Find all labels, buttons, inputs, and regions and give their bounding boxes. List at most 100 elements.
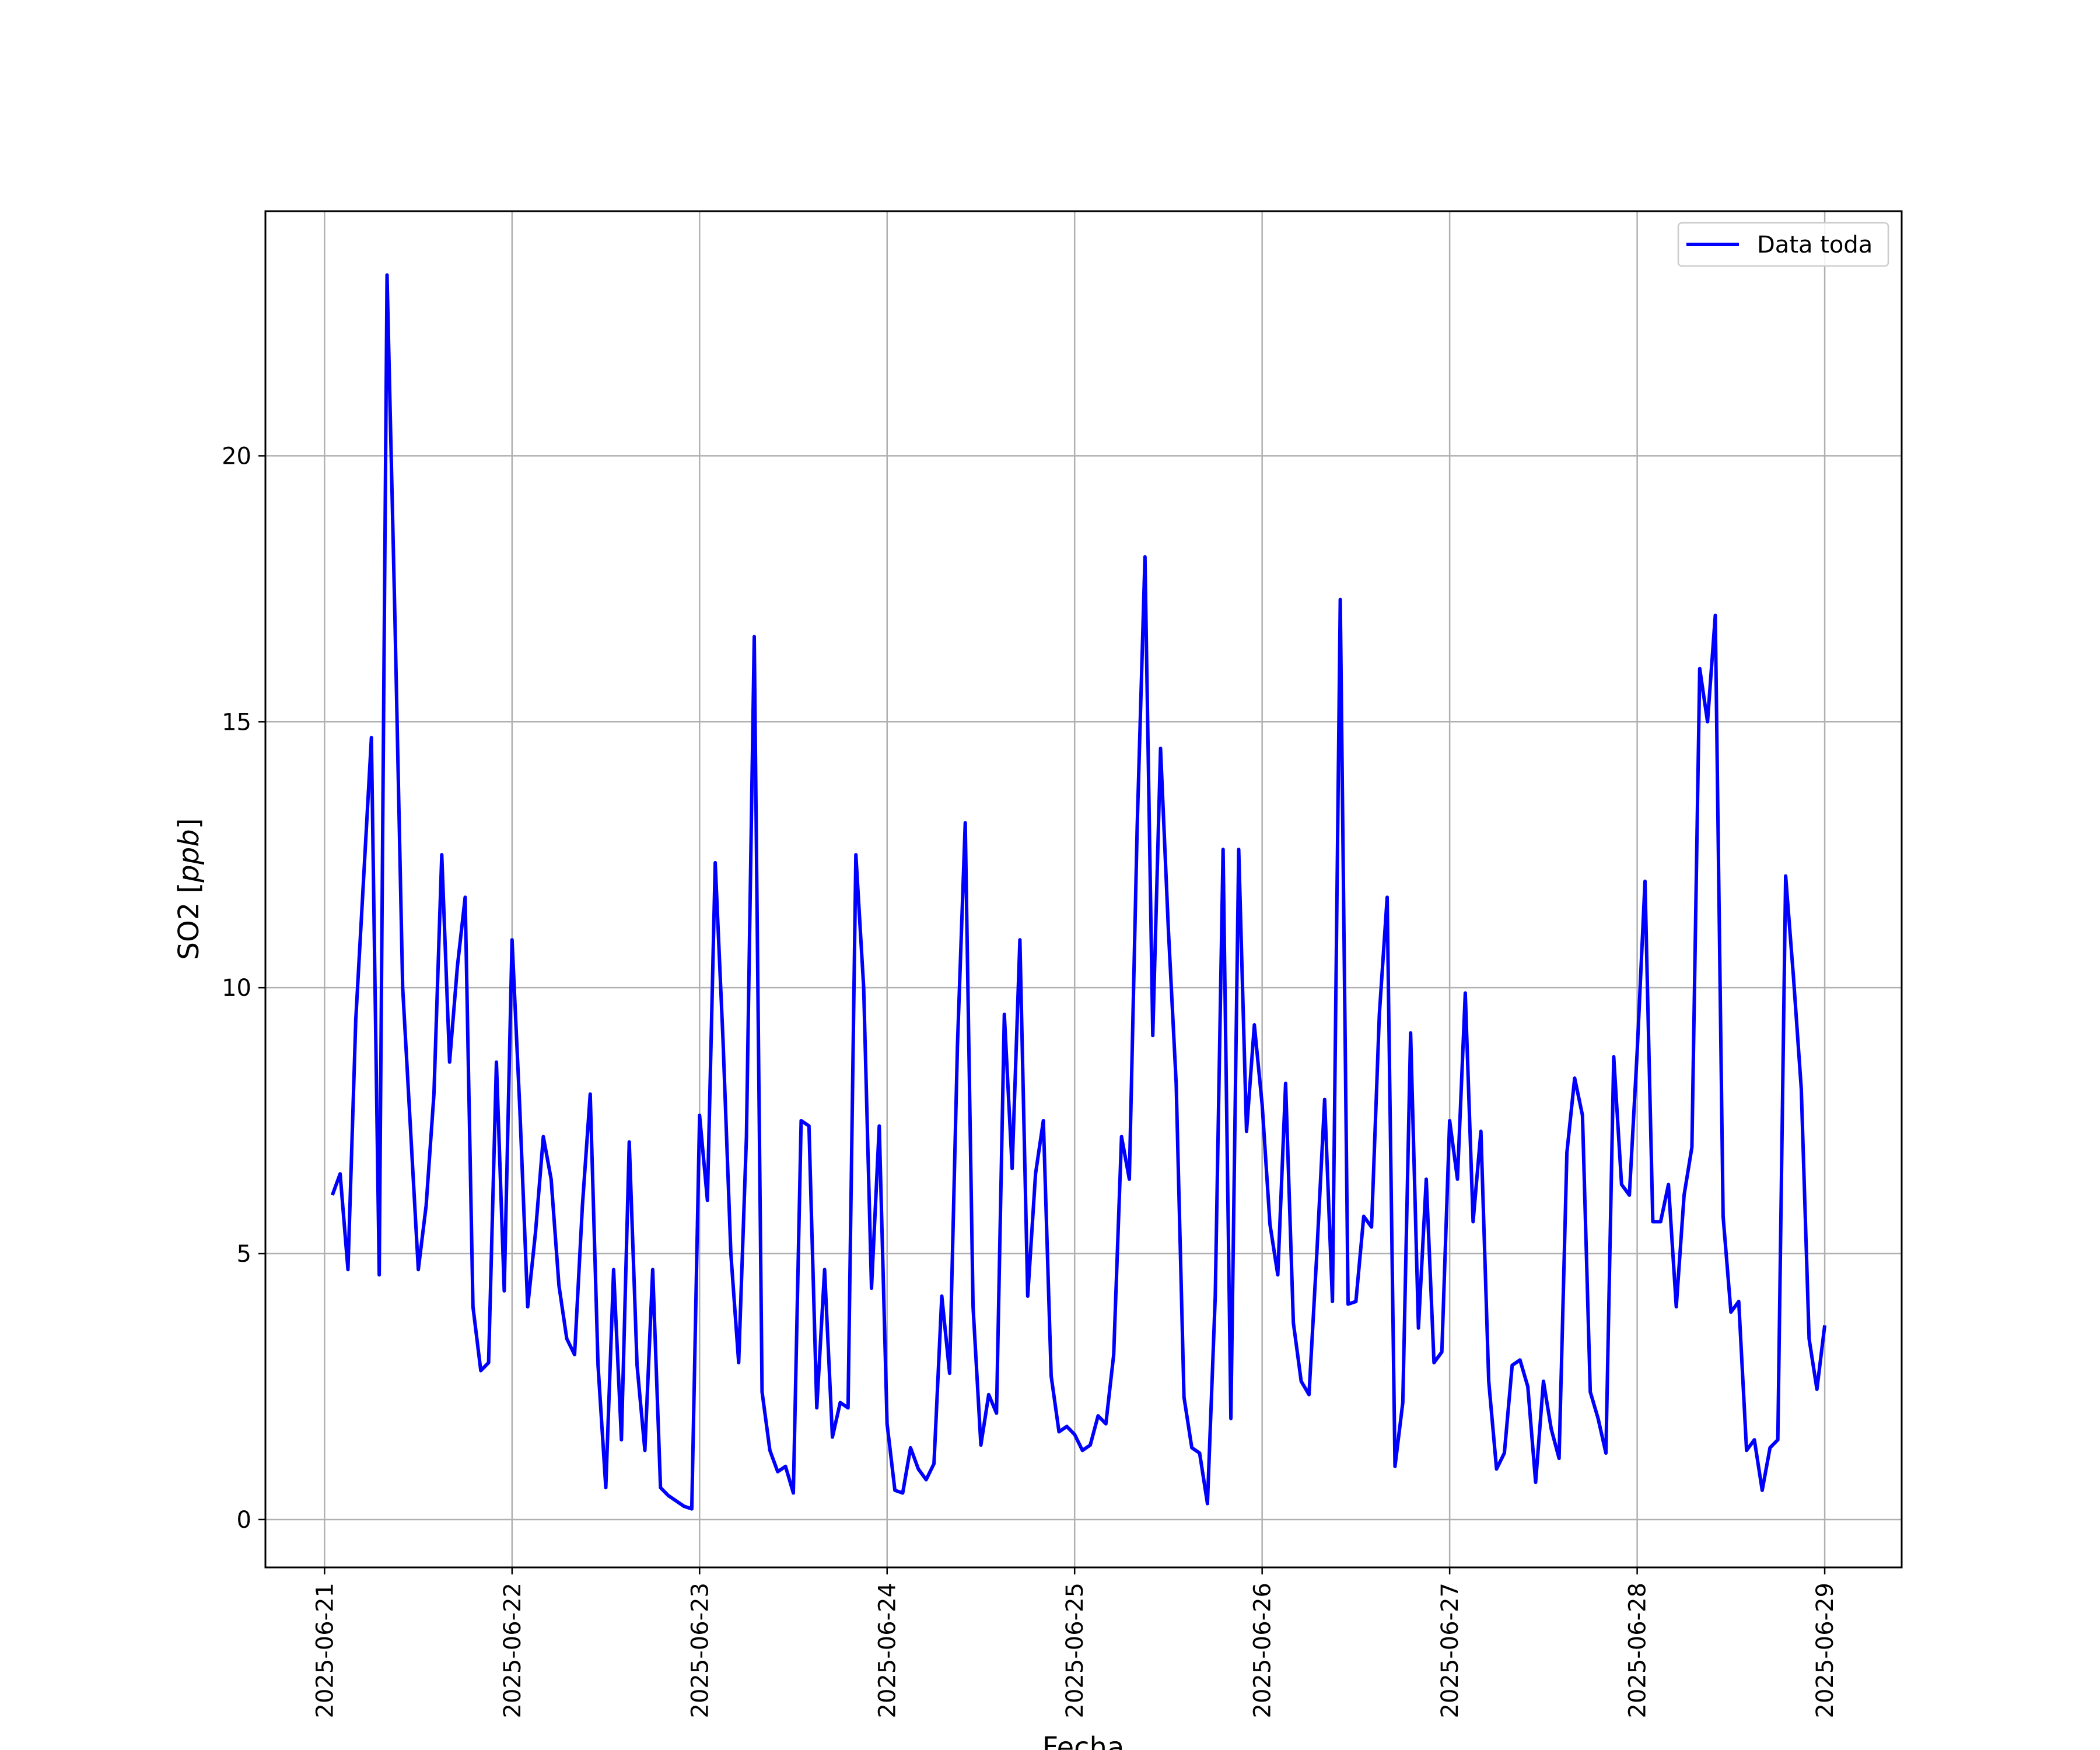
- data-point: [456, 965, 459, 968]
- data-point: [1135, 827, 1139, 830]
- data-point: [1792, 975, 1796, 979]
- data-point: [1276, 1273, 1280, 1277]
- data-point: [1003, 1013, 1006, 1016]
- data-point: [1159, 747, 1163, 750]
- legend-box: [1677, 222, 1889, 267]
- data-point: [471, 1305, 475, 1308]
- data-point: [1558, 1457, 1561, 1460]
- data-point: [737, 1361, 740, 1364]
- data-point: [1565, 1151, 1569, 1154]
- data-point: [1487, 1380, 1490, 1383]
- data-point: [659, 1486, 662, 1489]
- x-tick-label: 2025-06-22: [499, 1583, 526, 1718]
- data-point: [541, 1135, 545, 1139]
- data-point: [1010, 1167, 1014, 1170]
- data-point: [1151, 1034, 1154, 1037]
- data-point: [526, 1305, 530, 1308]
- data-point: [1073, 1433, 1076, 1436]
- data-point: [1760, 1489, 1764, 1492]
- data-point: [596, 1364, 600, 1367]
- data-point: [1065, 1424, 1069, 1428]
- data-point: [698, 1114, 701, 1117]
- data-point: [1378, 1013, 1381, 1016]
- data-point: [463, 895, 467, 899]
- data-point: [971, 1305, 975, 1308]
- data-point: [1057, 1430, 1060, 1434]
- x-tick-label: 2025-06-24: [874, 1583, 901, 1718]
- data-point: [1464, 991, 1467, 995]
- data-point: [1604, 1451, 1608, 1455]
- data-point: [1768, 1446, 1772, 1450]
- data-point: [510, 938, 514, 942]
- data-point: [815, 1406, 818, 1410]
- data-point: [1354, 1300, 1357, 1303]
- data-point: [612, 1268, 615, 1271]
- data-point: [1018, 938, 1021, 942]
- data-point: [377, 1273, 381, 1277]
- data-point: [995, 1412, 998, 1415]
- data-point: [1245, 1129, 1248, 1133]
- data-point: [1307, 1393, 1311, 1396]
- data-point: [1628, 1194, 1631, 1197]
- data-point: [1096, 1414, 1100, 1418]
- data-point: [1081, 1448, 1084, 1452]
- data-point: [487, 1361, 491, 1364]
- data-point: [620, 1438, 623, 1441]
- data-point: [768, 1448, 772, 1452]
- data-point: [1088, 1443, 1092, 1447]
- data-point: [401, 986, 404, 989]
- data-point: [1510, 1364, 1514, 1367]
- data-point: [909, 1446, 912, 1450]
- data-point: [1807, 1337, 1811, 1340]
- series-layer: [330, 273, 1827, 1511]
- x-tick-label: 2025-06-26: [1250, 1583, 1276, 1718]
- data-point: [1659, 1220, 1662, 1223]
- data-point: [1300, 1380, 1303, 1383]
- plot-frame: [264, 210, 1903, 1569]
- data-point: [776, 1470, 779, 1474]
- x-tick-label: 2025-06-25: [1062, 1583, 1088, 1718]
- x-tick-label: 2025-06-29: [1812, 1583, 1839, 1718]
- data-point: [1261, 1103, 1264, 1107]
- data-point: [729, 1252, 733, 1255]
- data-point: [1042, 1119, 1045, 1122]
- data-point: [589, 1093, 592, 1096]
- data-point: [1721, 1214, 1725, 1218]
- y-tick-label: 20: [222, 443, 251, 470]
- data-point: [1346, 1303, 1350, 1306]
- data-point: [1737, 1300, 1741, 1303]
- data-point: [752, 635, 756, 638]
- data-point: [1206, 1502, 1209, 1506]
- data-point: [651, 1268, 654, 1271]
- data-point: [416, 1268, 420, 1271]
- data-point: [877, 1124, 881, 1128]
- data-point: [1588, 1390, 1592, 1394]
- data-point: [1049, 1374, 1053, 1378]
- data-point: [1706, 720, 1709, 723]
- data-point: [393, 614, 397, 617]
- data-point: [1800, 1087, 1803, 1090]
- data-point: [495, 1060, 498, 1064]
- data-point: [1471, 1220, 1475, 1223]
- data-point: [1143, 555, 1147, 559]
- data-point: [1682, 1194, 1686, 1197]
- data-point: [1128, 1177, 1131, 1181]
- data-point: [1213, 1294, 1217, 1298]
- data-point: [502, 1289, 506, 1293]
- data-point: [807, 1124, 811, 1128]
- data-point: [893, 1489, 897, 1492]
- data-point: [886, 1422, 889, 1426]
- data-point: [1698, 667, 1702, 670]
- y-tick-label: 0: [237, 1507, 251, 1534]
- data-point: [635, 1364, 639, 1367]
- data-point: [1534, 1480, 1538, 1484]
- data-point: [932, 1462, 936, 1465]
- data-point: [1675, 1305, 1678, 1308]
- y-tick-label: 5: [237, 1241, 251, 1268]
- data-point: [1549, 1427, 1553, 1431]
- data-point: [823, 1268, 827, 1271]
- data-point: [643, 1448, 647, 1452]
- data-point: [354, 1018, 358, 1021]
- data-point: [964, 821, 967, 825]
